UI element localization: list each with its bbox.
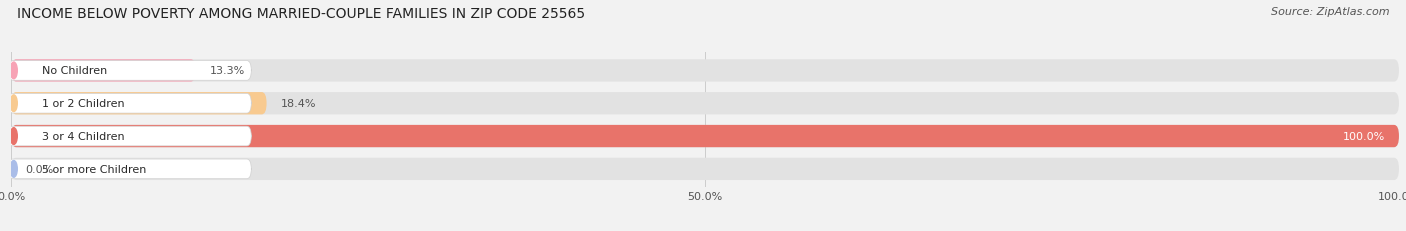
Circle shape (10, 63, 17, 79)
FancyBboxPatch shape (11, 93, 1399, 115)
Text: 100.0%: 100.0% (1343, 131, 1385, 141)
FancyBboxPatch shape (8, 61, 252, 81)
FancyBboxPatch shape (8, 127, 252, 146)
Text: 3 or 4 Children: 3 or 4 Children (42, 131, 124, 141)
FancyBboxPatch shape (11, 125, 1399, 148)
Text: 13.3%: 13.3% (209, 66, 245, 76)
Text: No Children: No Children (42, 66, 107, 76)
Circle shape (10, 161, 17, 177)
Text: INCOME BELOW POVERTY AMONG MARRIED-COUPLE FAMILIES IN ZIP CODE 25565: INCOME BELOW POVERTY AMONG MARRIED-COUPL… (17, 7, 585, 21)
Text: 5 or more Children: 5 or more Children (42, 164, 146, 174)
FancyBboxPatch shape (11, 60, 1399, 82)
FancyBboxPatch shape (11, 93, 267, 115)
Text: 0.0%: 0.0% (25, 164, 53, 174)
Circle shape (10, 128, 17, 145)
FancyBboxPatch shape (8, 159, 252, 179)
Text: Source: ZipAtlas.com: Source: ZipAtlas.com (1271, 7, 1389, 17)
Text: 1 or 2 Children: 1 or 2 Children (42, 99, 124, 109)
FancyBboxPatch shape (11, 125, 1399, 148)
FancyBboxPatch shape (8, 94, 252, 114)
Circle shape (10, 95, 17, 112)
FancyBboxPatch shape (11, 60, 195, 82)
Text: 18.4%: 18.4% (280, 99, 316, 109)
FancyBboxPatch shape (11, 158, 1399, 180)
